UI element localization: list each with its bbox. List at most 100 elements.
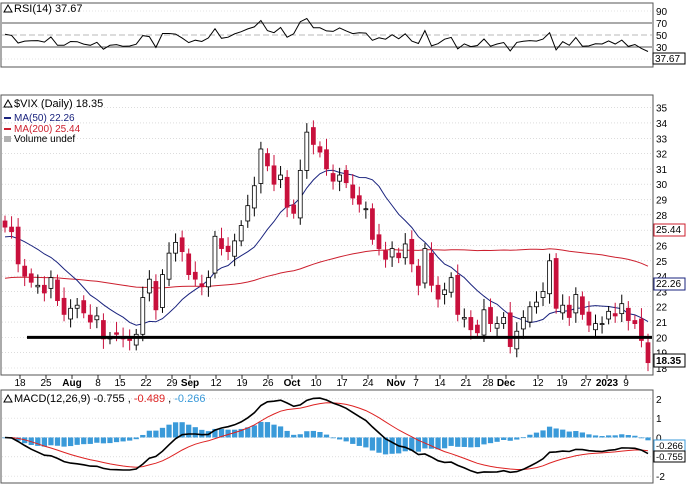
macd-hist-bar bbox=[54, 437, 61, 446]
price-panel: $VIX (Daily) 18.35 MA(50) 22.26 MA(200) … bbox=[0, 94, 686, 376]
price-candle bbox=[475, 324, 480, 334]
price-candle bbox=[409, 238, 415, 265]
macd-hist-bar bbox=[172, 422, 179, 438]
price-candle bbox=[9, 226, 14, 233]
price-candle bbox=[442, 289, 447, 295]
price-tick-label: 18 bbox=[656, 364, 668, 375]
price-candle bbox=[376, 234, 382, 249]
ma50-legend-label: MA(50) 22.26 bbox=[14, 113, 75, 124]
date-tick-label: 9 bbox=[623, 378, 629, 389]
date-tick-label: Aug bbox=[62, 378, 81, 389]
price-candle bbox=[68, 307, 73, 320]
macd-hist-bar bbox=[363, 437, 369, 448]
macd-hist-bar bbox=[166, 424, 172, 438]
macd-hist-bar bbox=[35, 437, 41, 446]
macd-signal-line bbox=[4, 402, 649, 470]
macd-hist-bar bbox=[533, 432, 540, 438]
macd-hist-bar bbox=[87, 437, 93, 444]
macd-hist-bar bbox=[599, 436, 605, 438]
price-candle bbox=[258, 148, 264, 184]
macd-hist-bar bbox=[415, 437, 421, 452]
date-tick-label: 22 bbox=[140, 378, 152, 389]
price-candle bbox=[179, 237, 185, 253]
price-candle bbox=[101, 320, 106, 340]
macd-hist-bar bbox=[553, 428, 559, 438]
macd-hist-bar bbox=[501, 437, 507, 440]
ma50-value-badge: 22.26 bbox=[653, 277, 686, 291]
price-candle bbox=[422, 248, 428, 284]
macd-hist-bar bbox=[140, 434, 146, 438]
macd-hist-bar bbox=[468, 437, 474, 448]
macd-hist-bar bbox=[586, 434, 592, 438]
macd-hist-bar bbox=[632, 435, 638, 438]
macd-hist-bar bbox=[369, 437, 376, 451]
price-candle bbox=[297, 170, 303, 219]
price-candle bbox=[560, 304, 566, 314]
price-candle bbox=[494, 323, 500, 329]
price-candle bbox=[370, 208, 375, 240]
date-tick-label: 14 bbox=[434, 378, 446, 389]
rsi-value-label: 37.67 bbox=[655, 54, 680, 65]
date-tick-label: 26 bbox=[262, 378, 274, 389]
price-candle bbox=[173, 242, 178, 254]
price-candle bbox=[74, 304, 80, 309]
price-candle bbox=[41, 284, 47, 294]
price-tick-label: 31 bbox=[656, 165, 668, 176]
date-tick-label: 19 bbox=[236, 378, 248, 389]
price-candle bbox=[192, 271, 198, 280]
date-tick-label: Dec bbox=[497, 378, 516, 389]
macd-hist-bar bbox=[527, 434, 533, 438]
price-candle bbox=[520, 317, 526, 330]
macd-hist-bar bbox=[560, 429, 566, 438]
macd-hist-bar bbox=[133, 437, 139, 440]
macd-panel: MACD(12,26,9) -0.755 , -0.489 , -0.266 2… bbox=[0, 389, 686, 484]
macd-hist-bar bbox=[264, 422, 271, 438]
price-candle bbox=[238, 225, 244, 242]
price-candle bbox=[612, 313, 618, 317]
macd-hist-bar bbox=[127, 437, 133, 441]
macd-value-box bbox=[653, 450, 686, 463]
date-tick-label: 12 bbox=[210, 378, 222, 389]
macd-hist-bar bbox=[382, 437, 389, 455]
price-candle bbox=[61, 297, 67, 315]
price-candle bbox=[468, 317, 474, 331]
macd-hist-bar bbox=[330, 437, 336, 439]
price-candle bbox=[547, 260, 552, 295]
price-candle bbox=[324, 149, 329, 170]
price-candle bbox=[343, 170, 349, 184]
last-price-badge: 18.35 bbox=[653, 353, 686, 368]
price-candle bbox=[22, 265, 28, 277]
macd-hist-bar bbox=[258, 421, 264, 438]
price-tick-label: 34 bbox=[656, 119, 668, 130]
date-tick-label: Oct bbox=[284, 378, 301, 389]
price-candle bbox=[435, 284, 441, 300]
price-candle bbox=[199, 283, 205, 288]
price-tick-label: 22 bbox=[656, 303, 668, 314]
price-candle bbox=[573, 294, 579, 314]
macd-hist-bar bbox=[441, 437, 448, 449]
macd-legend-prefix: MACD(12,26,9) bbox=[14, 393, 90, 405]
date-tick-label: 8 bbox=[95, 378, 101, 389]
macd-hist-bar bbox=[455, 437, 461, 447]
price-candle bbox=[337, 174, 342, 182]
price-candle bbox=[212, 235, 218, 274]
price-candle bbox=[153, 281, 159, 311]
date-tick-label: 12 bbox=[532, 378, 544, 389]
macd-hist-bar bbox=[579, 432, 586, 438]
price-candle bbox=[356, 195, 362, 205]
macd-hist-bar bbox=[402, 437, 408, 452]
ma200-line bbox=[4, 248, 649, 289]
macd-hist-bar bbox=[22, 437, 28, 444]
price-candle bbox=[251, 185, 257, 209]
price-candle bbox=[415, 265, 421, 286]
ma200-value-badge: 25.44 bbox=[653, 223, 686, 237]
macd-hist-bar bbox=[297, 434, 303, 438]
macd-hist-bar bbox=[225, 429, 231, 438]
rsi-line bbox=[4, 17, 649, 52]
price-tick-label: 26 bbox=[656, 241, 668, 252]
macd-hist-bar bbox=[61, 437, 67, 447]
price-candle bbox=[606, 310, 612, 320]
macd-hist-bar bbox=[481, 437, 487, 445]
macd-hist-bar bbox=[304, 431, 310, 438]
